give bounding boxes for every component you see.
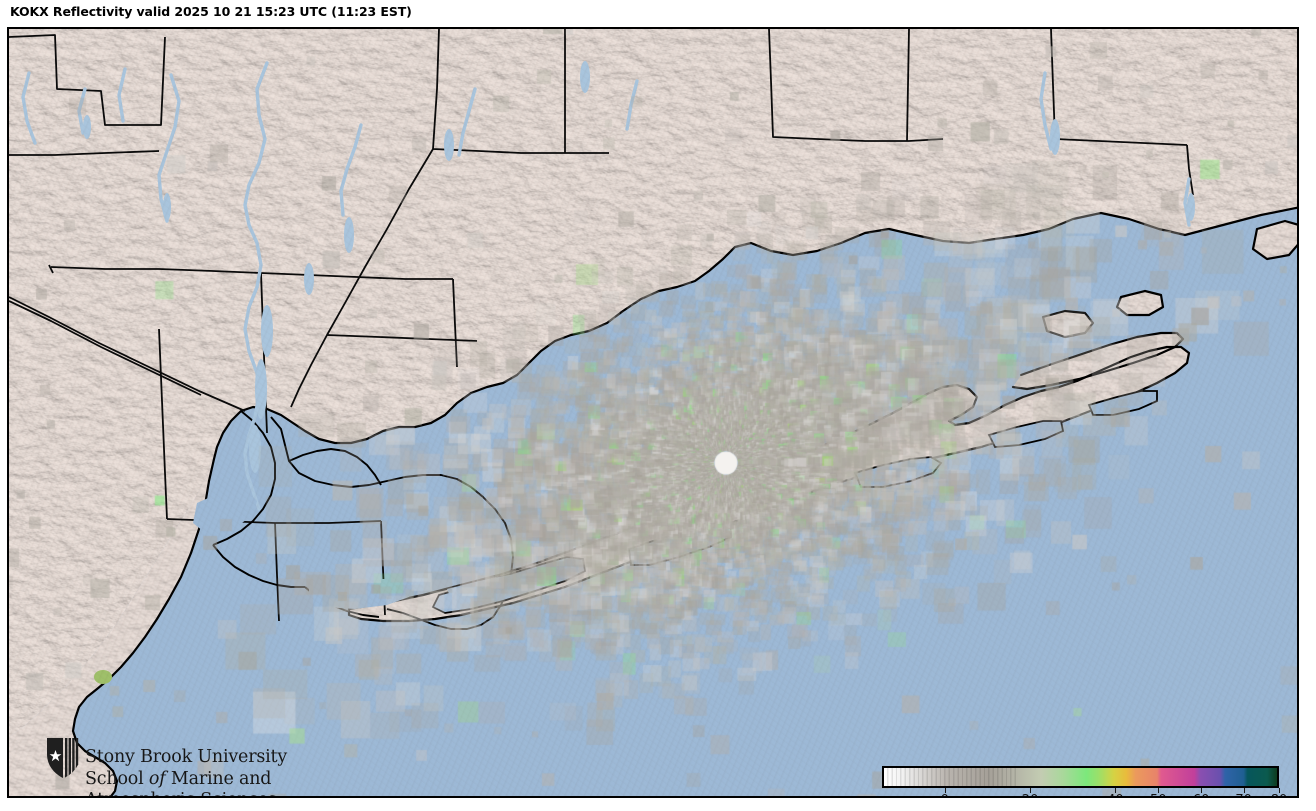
colorbar[interactable]: 0 20 40 50 60 70 80 <box>875 759 1288 796</box>
colorbar-tick <box>1115 788 1117 793</box>
logo-line-1: Stony Brook University <box>85 747 288 767</box>
colorbar-tick <box>1201 788 1203 793</box>
colorbar-gradient <box>884 768 1277 786</box>
logo-wordmark: Stony Brook University School of Marine … <box>85 736 287 796</box>
colorbar-tick-label: 0 <box>941 793 949 796</box>
colorbar-tick-label: 80 <box>1271 793 1288 796</box>
radar-reflectivity-layer <box>9 29 1297 796</box>
page-title: KOKX Reflectivity valid 2025 10 21 15:23… <box>10 4 412 19</box>
colorbar-tick-label: 60 <box>1193 793 1210 796</box>
map-frame[interactable]: Stony Brook University School of Marine … <box>7 27 1299 798</box>
colorbar-tick-label: 50 <box>1150 793 1167 796</box>
logo-line-3: Atmospheric Sciences <box>85 790 287 796</box>
shield-icon <box>47 738 79 778</box>
stony-brook-logo: Stony Brook University School of Marine … <box>45 736 287 796</box>
logo-line-2b: Marine and <box>165 768 272 789</box>
colorbar-tick-label: 70 <box>1235 793 1252 796</box>
colorbar-tick-label: 20 <box>1022 793 1039 796</box>
colorbar-tick-label: 40 <box>1107 793 1124 796</box>
logo-line-2a: School <box>85 768 149 789</box>
map-canvas: Stony Brook University School of Marine … <box>9 29 1297 796</box>
colorbar-tick <box>1279 788 1280 793</box>
logo-line-2-of: of <box>148 768 166 789</box>
colorbar-banding <box>884 768 1018 786</box>
colorbar-tick <box>1243 788 1245 793</box>
colorbar-tick <box>1030 788 1032 793</box>
colorbar-tick <box>944 788 946 793</box>
colorbar-tick <box>1158 788 1160 793</box>
colorbar-gradient-frame <box>882 766 1279 788</box>
logo-line-2: School of Marine and <box>85 769 287 791</box>
